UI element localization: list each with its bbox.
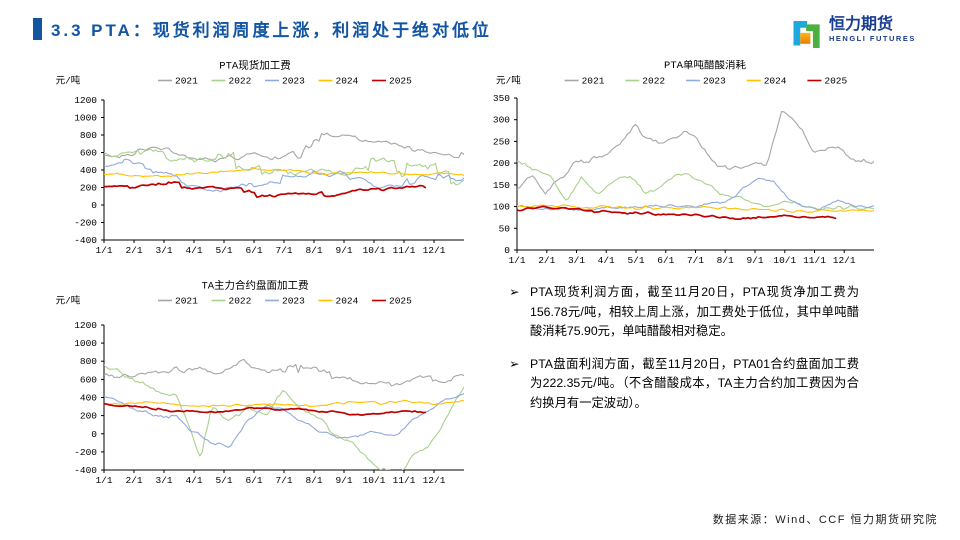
svg-text:200: 200 [80, 183, 97, 194]
svg-text:1/1: 1/1 [95, 475, 112, 486]
svg-text:400: 400 [80, 165, 97, 176]
svg-text:4/1: 4/1 [185, 475, 202, 486]
svg-text:100: 100 [493, 202, 510, 213]
svg-text:2024: 2024 [336, 76, 359, 87]
svg-text:1200: 1200 [74, 320, 97, 331]
svg-text:1000: 1000 [74, 113, 97, 124]
svg-text:2023: 2023 [282, 76, 305, 87]
svg-text:150: 150 [493, 180, 510, 191]
svg-text:250: 250 [493, 136, 510, 147]
svg-text:2023: 2023 [703, 76, 726, 87]
svg-text:5/1: 5/1 [215, 245, 232, 256]
svg-text:9/1: 9/1 [335, 245, 352, 256]
svg-text:TA主力合约盘面加工费: TA主力合约盘面加工费 [201, 280, 308, 292]
svg-text:3/1: 3/1 [155, 475, 172, 486]
svg-text:2021: 2021 [582, 76, 605, 87]
svg-text:-400: -400 [74, 465, 97, 476]
svg-text:400: 400 [80, 393, 97, 404]
svg-text:600: 600 [80, 374, 97, 385]
svg-text:7/1: 7/1 [275, 475, 292, 486]
svg-text:7/1: 7/1 [275, 245, 292, 256]
svg-text:12/1: 12/1 [423, 245, 446, 256]
svg-text:2021: 2021 [175, 296, 198, 307]
svg-text:2/1: 2/1 [538, 255, 555, 266]
svg-text:7/1: 7/1 [687, 255, 704, 266]
svg-text:300: 300 [493, 115, 510, 126]
svg-text:PTA现货加工费: PTA现货加工费 [219, 60, 290, 72]
svg-text:元/吨: 元/吨 [56, 75, 81, 87]
svg-text:2025: 2025 [389, 76, 412, 87]
svg-text:3/1: 3/1 [568, 255, 585, 266]
svg-text:200: 200 [493, 158, 510, 169]
svg-text:2024: 2024 [764, 76, 787, 87]
svg-text:元/吨: 元/吨 [56, 295, 81, 307]
svg-text:0: 0 [91, 429, 97, 440]
svg-text:1200: 1200 [74, 95, 97, 106]
svg-text:2/1: 2/1 [125, 475, 142, 486]
svg-text:3/1: 3/1 [155, 245, 172, 256]
svg-text:8/1: 8/1 [717, 255, 734, 266]
svg-text:8/1: 8/1 [305, 245, 322, 256]
svg-text:2024: 2024 [336, 296, 359, 307]
svg-text:5/1: 5/1 [627, 255, 644, 266]
svg-text:1000: 1000 [74, 338, 97, 349]
svg-text:2025: 2025 [389, 296, 412, 307]
svg-text:350: 350 [493, 93, 510, 104]
svg-text:11/1: 11/1 [393, 245, 416, 256]
svg-text:8/1: 8/1 [305, 475, 322, 486]
svg-text:200: 200 [80, 411, 97, 422]
svg-text:2022: 2022 [642, 76, 665, 87]
svg-text:800: 800 [80, 356, 97, 367]
svg-text:-200: -200 [74, 218, 97, 229]
svg-text:1/1: 1/1 [95, 245, 112, 256]
svg-text:4/1: 4/1 [598, 255, 615, 266]
svg-text:-200: -200 [74, 447, 97, 458]
svg-text:0: 0 [91, 200, 97, 211]
svg-text:9/1: 9/1 [746, 255, 763, 266]
svg-text:元/吨: 元/吨 [496, 75, 521, 87]
svg-text:50: 50 [499, 223, 511, 234]
svg-text:6/1: 6/1 [245, 475, 262, 486]
svg-text:2021: 2021 [175, 76, 198, 87]
svg-text:600: 600 [80, 148, 97, 159]
svg-text:4/1: 4/1 [185, 245, 202, 256]
svg-text:-400: -400 [74, 235, 97, 246]
svg-text:5/1: 5/1 [215, 475, 232, 486]
svg-text:2022: 2022 [229, 76, 252, 87]
svg-text:12/1: 12/1 [833, 255, 856, 266]
svg-text:10/1: 10/1 [363, 475, 386, 486]
svg-text:2/1: 2/1 [125, 245, 142, 256]
svg-text:2022: 2022 [229, 296, 252, 307]
svg-text:PTA单吨醋酸消耗: PTA单吨醋酸消耗 [664, 60, 746, 72]
svg-text:2023: 2023 [282, 296, 305, 307]
svg-text:6/1: 6/1 [245, 245, 262, 256]
svg-text:1/1: 1/1 [508, 255, 525, 266]
svg-text:10/1: 10/1 [363, 245, 386, 256]
svg-text:12/1: 12/1 [423, 475, 446, 486]
svg-text:11/1: 11/1 [393, 475, 416, 486]
svg-text:11/1: 11/1 [803, 255, 826, 266]
svg-text:10/1: 10/1 [773, 255, 796, 266]
svg-text:9/1: 9/1 [335, 475, 352, 486]
svg-text:2025: 2025 [824, 76, 847, 87]
svg-text:800: 800 [80, 130, 97, 141]
svg-text:6/1: 6/1 [657, 255, 674, 266]
